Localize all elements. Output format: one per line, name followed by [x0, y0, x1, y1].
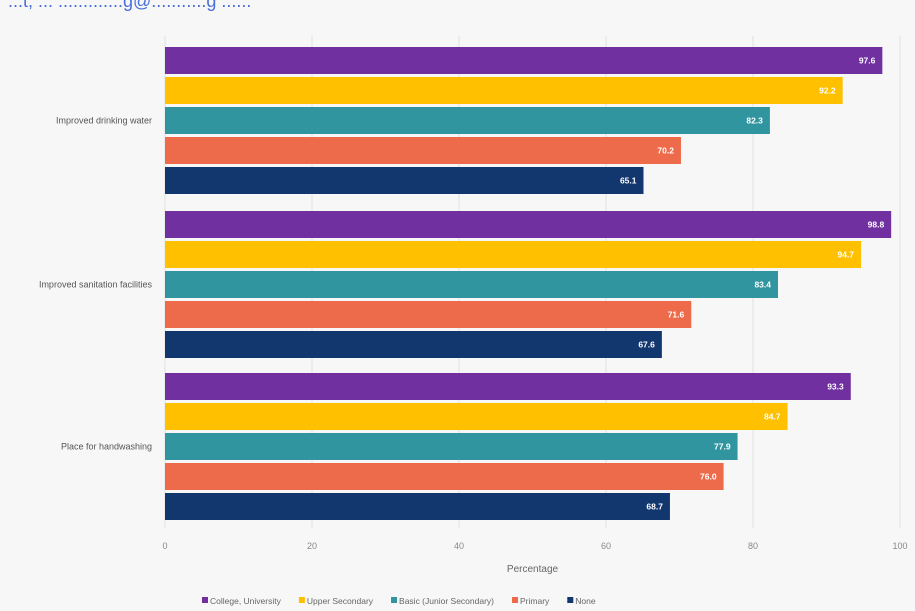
x-tick-label: 80 [748, 541, 758, 551]
bar [165, 211, 892, 238]
bar [165, 241, 862, 268]
bar-value-label: 76.0 [700, 472, 717, 482]
bar-value-labels: 97.6 92.2 82.3 70.2 65.1 98.8 94.7 83.4 71.6 67.6… [620, 56, 885, 512]
bar [165, 271, 778, 298]
bar-value-label: 70.2 [657, 146, 674, 156]
category-labels: Improved drinking water Improved sanitati… [39, 116, 153, 452]
bar-value-label: 94.7 [837, 250, 854, 260]
bar [165, 463, 724, 490]
bar [165, 373, 851, 400]
bar [165, 331, 662, 358]
bar [165, 493, 670, 520]
legend-entry: None [575, 596, 596, 606]
legend-entry: Basic (Junior Secondary) [399, 596, 494, 606]
header-text-fragment: ...t, ... .............g@...........g ..… [0, 0, 915, 14]
legend-swatch [512, 597, 518, 603]
bar-value-label: 83.4 [754, 280, 771, 290]
bar-value-label: 84.7 [764, 412, 781, 422]
x-axis-title: Percentage [507, 564, 559, 575]
legend-swatch [567, 597, 574, 603]
bar-value-label: 77.9 [714, 442, 731, 452]
x-tick-label: 60 [601, 541, 611, 551]
bar-value-label: 92.2 [819, 86, 836, 96]
bars [165, 47, 892, 520]
bar-value-label: 82.3 [746, 116, 763, 126]
x-tick-label: 100 [892, 541, 907, 551]
legend-entry: College, University [210, 596, 282, 606]
legend-entry: Primary [520, 596, 550, 606]
bar-value-label: 93.3 [827, 382, 844, 392]
header-text: ...t, ... .............g@...........g ..… [8, 0, 252, 11]
bar [165, 137, 681, 164]
bar [165, 167, 644, 194]
legend: College, University Upper Secondary Basic … [202, 596, 596, 606]
bar [165, 403, 788, 430]
bar [165, 301, 692, 328]
bar-value-label: 68.7 [646, 502, 663, 512]
legend-swatch [391, 597, 398, 603]
x-tick-labels: 0 20 40 60 80 100 [162, 541, 907, 551]
bar-value-label: 71.6 [668, 310, 685, 320]
bar-value-label: 98.8 [868, 220, 885, 230]
x-tick-label: 40 [454, 541, 464, 551]
bar [165, 433, 738, 460]
category-label: Improved drinking water [56, 116, 152, 126]
category-label: Place for handwashing [61, 442, 152, 452]
category-label: Improved sanitation facilities [39, 280, 153, 290]
legend-entry: Upper Secondary [307, 596, 374, 606]
legend-swatch [298, 597, 305, 603]
bar-value-label: 65.1 [620, 176, 637, 186]
x-tick-label: 20 [307, 541, 317, 551]
bar [165, 77, 843, 104]
bar [165, 107, 770, 134]
bar-value-label: 97.6 [859, 56, 876, 66]
legend-swatch [202, 597, 208, 603]
bar-value-label: 67.6 [638, 340, 655, 350]
x-tick-label: 0 [162, 541, 167, 551]
bar [165, 47, 883, 74]
